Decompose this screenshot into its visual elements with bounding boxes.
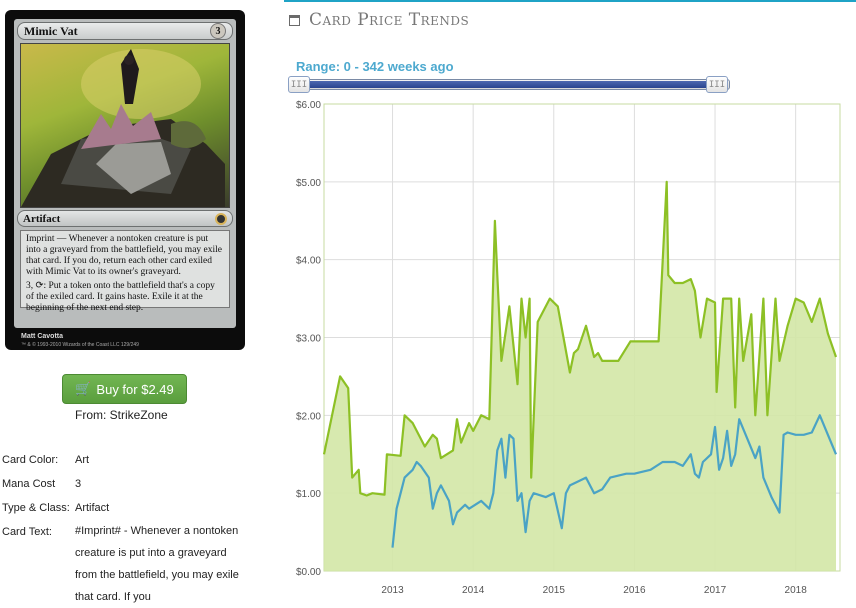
series-area-retail (324, 181, 836, 572)
y-tick-label: $4.00 (296, 256, 321, 267)
price-chart: $0.00 $1.00 $2.00 $3.00 $4.00 $5.00 $6.00 2013 2… (296, 100, 841, 596)
series-line-buylist (391, 414, 838, 548)
mana-symbol-icon: 3 (210, 23, 226, 39)
card-color-label: Card Color: (2, 454, 59, 466)
range-slider-fill (303, 81, 719, 88)
cart-icon: 🛒 (75, 381, 92, 396)
series-line-retail (322, 180, 838, 497)
card-artwork (20, 43, 230, 208)
mana-cost-label: Mana Cost (2, 478, 56, 490)
card-text-value: #Imprint# - Whenever a nontoken creature… (75, 525, 239, 603)
card-name-bar: Mimic Vat 3 (17, 22, 233, 40)
card-text-label: Card Text: (2, 526, 52, 538)
card-color-value: Art (75, 454, 90, 466)
buy-button-label: Buy for $2.49 (96, 381, 174, 397)
x-tick-label: 2015 (543, 585, 566, 596)
type-class-value: Artifact (75, 502, 110, 514)
x-tick-label: 2018 (785, 585, 808, 596)
y-tick-label: $2.00 (296, 411, 321, 422)
card-rules-text-2: 3, ⟳: Put a token onto the battlefield t… (26, 281, 215, 313)
x-tick-label: 2017 (704, 585, 727, 596)
calendar-icon (289, 14, 300, 26)
range-slider-max-handle[interactable]: III (706, 76, 728, 93)
card-rules-text-1: Imprint — Whenever a nontoken creature i… (26, 234, 222, 277)
card-image: Mimic Vat 3 Artifact Imprint — Whenever … (5, 10, 245, 350)
range-slider-min-handle[interactable]: III (288, 76, 310, 93)
artwork-illustration (21, 49, 225, 207)
card-copyright: ™ & © 1993-2010 Wizards of the Coast LLC… (21, 342, 139, 348)
y-tick-label: $1.00 (296, 489, 321, 500)
y-tick-label: $5.00 (296, 178, 321, 189)
x-tick-label: 2016 (623, 585, 646, 596)
range-label: Range: 0 - 342 weeks ago (296, 59, 454, 74)
type-class-label: Type & Class: (2, 502, 70, 514)
card-artist: Matt Cavotta (21, 333, 64, 340)
section-top-rule (284, 0, 856, 2)
y-tick-label: $0.00 (296, 567, 321, 578)
y-tick-label: $6.00 (296, 100, 321, 111)
card-type-line: Artifact (23, 212, 61, 225)
price-trends-title-text: Card Price Trends (309, 10, 470, 30)
card-frame: Mimic Vat 3 Artifact Imprint — Whenever … (14, 19, 236, 328)
set-symbol-icon (215, 212, 227, 225)
vendor-label: From: StrikeZone (75, 408, 168, 422)
price-trends-title: Card Price Trends (289, 10, 469, 30)
mana-cost-value: 3 (75, 478, 82, 490)
y-tick-label: $3.00 (296, 334, 321, 345)
card-text-box: Imprint — Whenever a nontoken creature i… (20, 230, 230, 313)
buy-button[interactable]: 🛒 Buy for $2.49 (62, 374, 187, 404)
x-tick-label: 2013 (381, 585, 404, 596)
card-type-bar: Artifact (17, 210, 233, 227)
x-tick-label: 2014 (462, 585, 485, 596)
card-name: Mimic Vat (24, 23, 78, 38)
range-slider[interactable]: III III (288, 76, 730, 93)
